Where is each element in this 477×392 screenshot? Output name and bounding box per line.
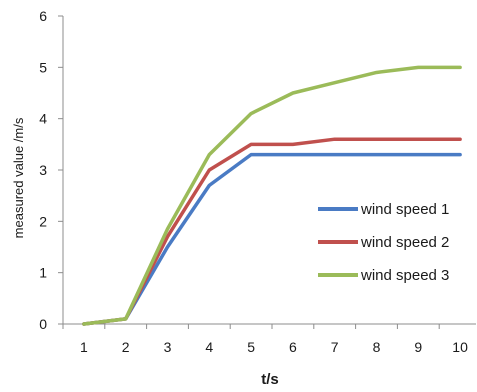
- series-line-1: [82, 152, 462, 326]
- legend-label-2: wind speed 2: [360, 234, 449, 251]
- x-axis-title: t/s: [261, 371, 279, 388]
- legend: wind speed 1 wind speed 2 wind speed 3: [318, 201, 449, 284]
- legend-label-3: wind speed 3: [360, 267, 449, 284]
- legend-label-1: wind speed 1: [360, 201, 449, 218]
- series-line-3: [82, 65, 462, 326]
- x-tick-label: 3: [164, 339, 172, 355]
- x-tick-label: 4: [205, 339, 213, 355]
- x-tick-label: 8: [373, 339, 381, 355]
- y-tick-label: 4: [39, 111, 47, 127]
- y-tick-label: 2: [39, 213, 47, 229]
- y-ticks: 0 1 2 3 4 5 6: [39, 8, 63, 332]
- y-tick-label: 5: [39, 59, 47, 75]
- x-ticks: 1 2 3 4 5 6 7 8 9 10: [62, 324, 468, 355]
- y-tick-label: 0: [39, 316, 47, 332]
- y-tick-label: 6: [39, 8, 47, 24]
- series-layer: [82, 65, 462, 326]
- x-tick-label: 7: [331, 339, 339, 355]
- x-tick-label: 5: [247, 339, 255, 355]
- x-tick-label: 6: [289, 339, 297, 355]
- y-tick-label: 3: [39, 162, 47, 178]
- axes: 0 1 2 3 4 5 6 1 2 3 4 5 6 7 8 9 10: [39, 8, 476, 355]
- x-tick-label: 1: [80, 339, 88, 355]
- y-axis-title: measured value /m/s: [11, 117, 26, 238]
- x-tick-label: 2: [122, 339, 130, 355]
- x-tick-label: 10: [452, 339, 468, 355]
- x-tick-label: 9: [414, 339, 422, 355]
- y-tick-label: 1: [39, 265, 47, 281]
